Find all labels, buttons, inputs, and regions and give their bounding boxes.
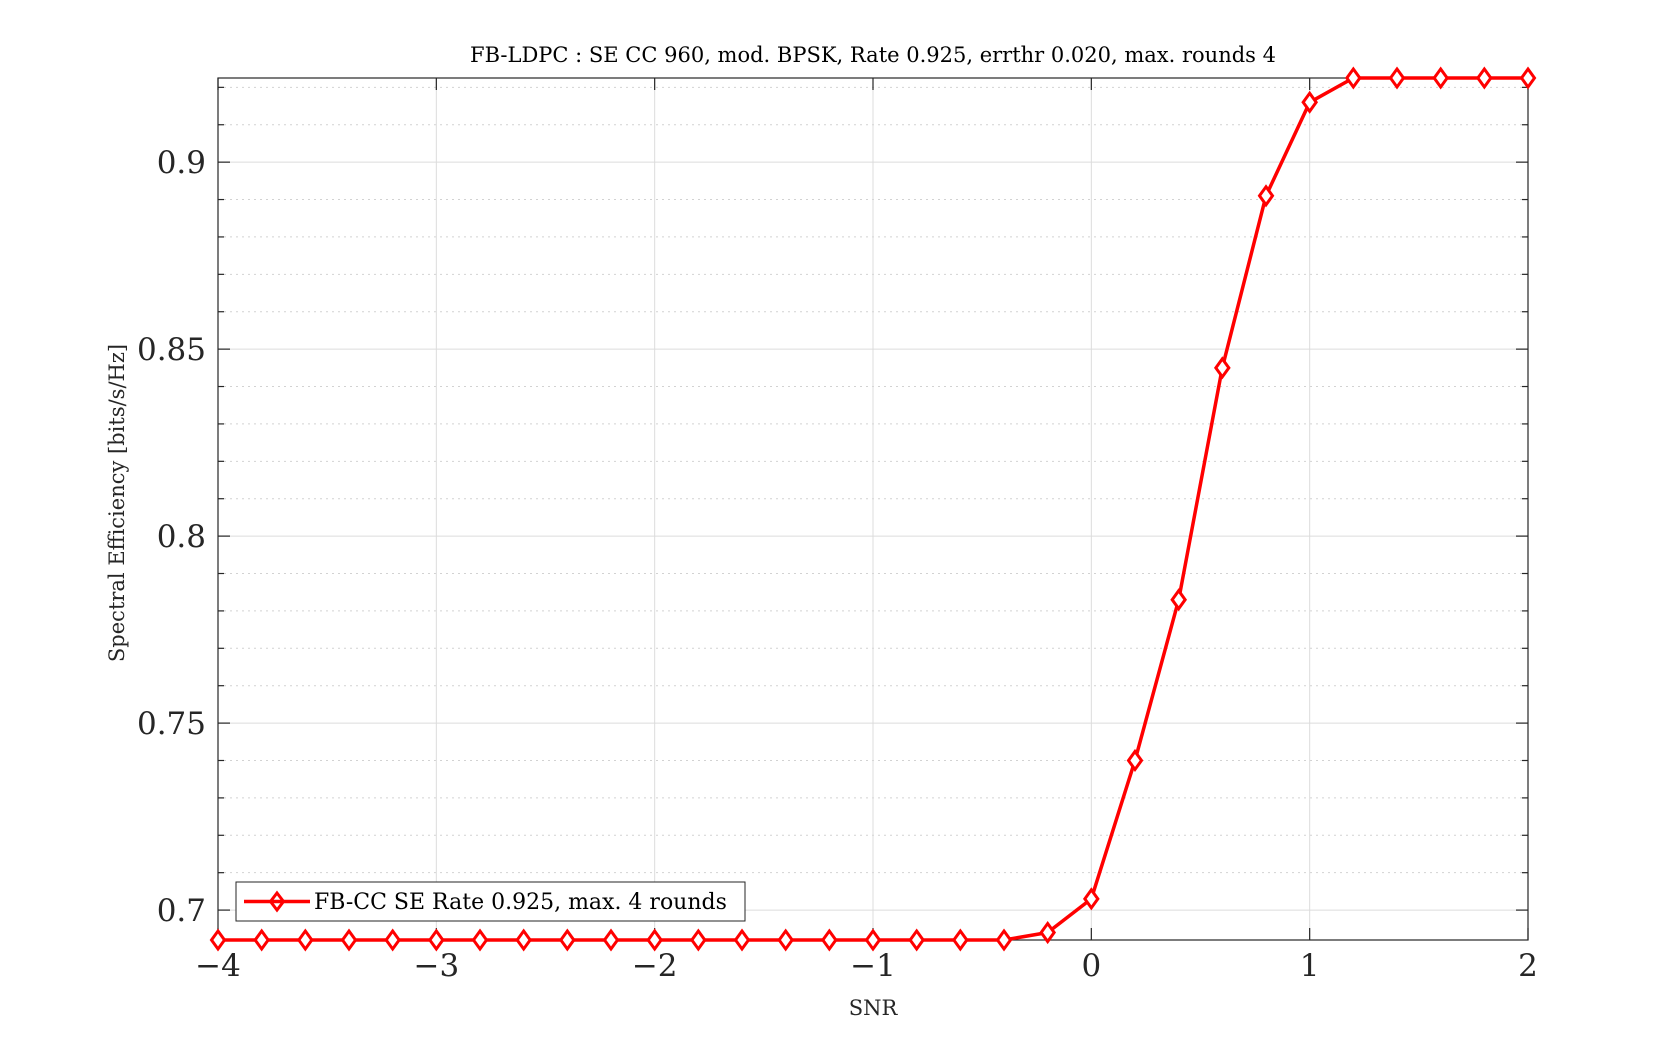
y-tick-label: 0.85 [137, 332, 206, 368]
data-point-marker [1344, 66, 1362, 90]
legend-entry-label: FB-CC SE Rate 0.925, max. 4 rounds [314, 890, 727, 915]
data-point-marker [427, 928, 445, 952]
x-tick-label: 2 [1518, 948, 1538, 984]
data-point-marker [558, 928, 576, 952]
data-point-marker [646, 928, 664, 952]
chart-title: FB-LDPC : SE CC 960, mod. BPSK, Rate 0.9… [470, 43, 1276, 67]
y-axis-label: Spectral Efficiency [bits/s/Hz] [105, 344, 129, 662]
x-tick-label: −4 [195, 948, 241, 984]
data-point-marker [777, 928, 795, 952]
x-axis-label: SNR [849, 996, 899, 1020]
y-tick-label: 0.8 [157, 519, 206, 555]
x-tick-label: −2 [632, 948, 678, 984]
y-tick-label: 0.75 [137, 706, 206, 742]
data-point-marker [384, 928, 402, 952]
data-point-marker [1301, 90, 1319, 114]
grid [217, 78, 1529, 940]
x-tick-label: 1 [1300, 948, 1320, 984]
legend: FB-CC SE Rate 0.925, max. 4 rounds [235, 881, 746, 922]
data-point-marker [340, 928, 358, 952]
data-point-marker [733, 928, 751, 952]
data-point-marker [1388, 66, 1406, 90]
data-point-marker [602, 928, 620, 952]
data-point-marker [515, 928, 533, 952]
legend-box [235, 881, 746, 922]
data-point-marker [209, 928, 227, 952]
x-tick-label: 0 [1081, 948, 1101, 984]
data-point-marker [995, 928, 1013, 952]
data-point-marker [296, 928, 314, 952]
data-point-marker [689, 928, 707, 952]
data-point-marker [820, 928, 838, 952]
x-tick-label: −1 [850, 948, 896, 984]
y-tick-label: 0.9 [157, 145, 206, 181]
data-point-marker [1126, 748, 1144, 773]
y-tick-label: 0.7 [157, 893, 206, 929]
data-point-marker [864, 928, 882, 952]
data-point-marker [1432, 66, 1450, 90]
data-point-marker [1082, 887, 1100, 911]
data-point-marker [471, 928, 489, 952]
data-point-marker [1039, 920, 1057, 945]
data-point-marker [951, 928, 969, 952]
data-point-marker [908, 928, 926, 952]
data-point-marker [1519, 66, 1537, 90]
series-layer [209, 66, 1537, 952]
data-point-marker [1170, 588, 1188, 612]
data-point-marker [1257, 184, 1275, 208]
data-point-marker [1475, 66, 1493, 90]
axis-ticks: 0.7 0.75 0.8 0.85 0.9 −4 −3 −2 −1 0 1 2 [137, 78, 1538, 984]
data-point-marker [253, 928, 271, 952]
x-tick-label: −3 [413, 948, 459, 984]
legend-diamond-marker [268, 890, 286, 913]
data-point-marker [1213, 356, 1231, 380]
